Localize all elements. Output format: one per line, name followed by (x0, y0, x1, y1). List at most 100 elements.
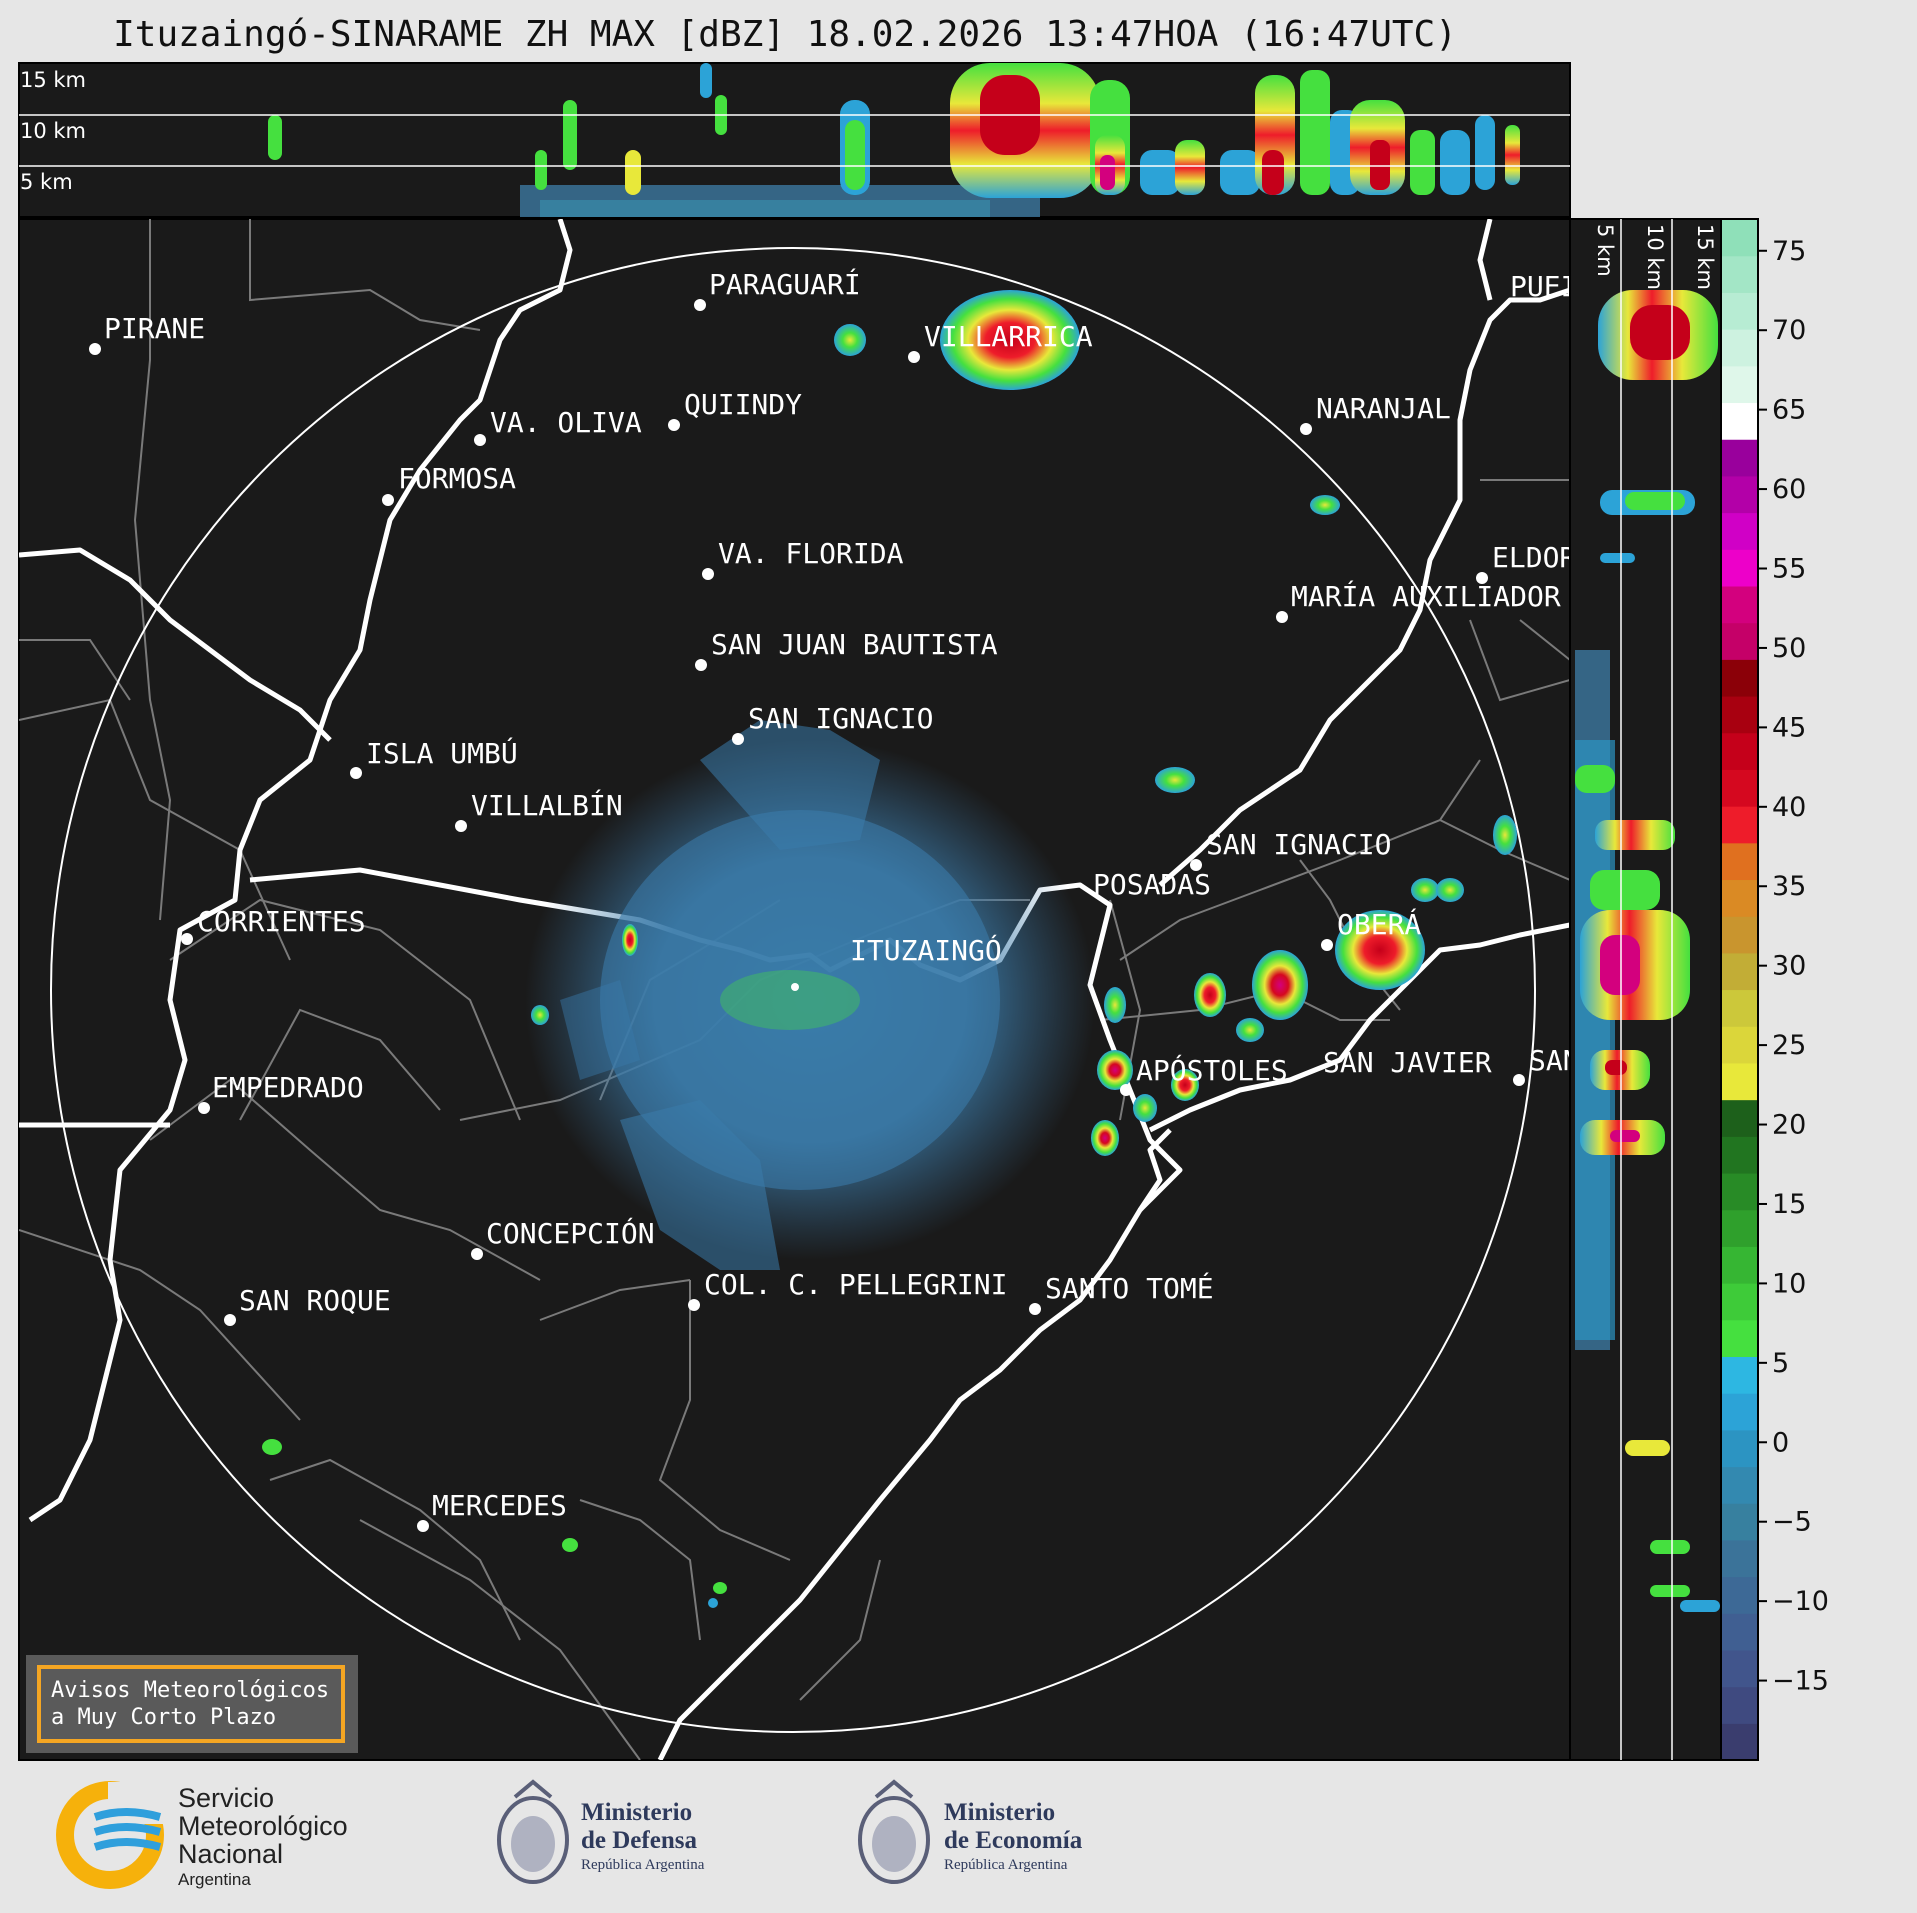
colorbar-band (1721, 916, 1758, 954)
city-marker (702, 568, 714, 580)
colorbar-band (1721, 1356, 1758, 1394)
colorbar-band (1721, 1062, 1758, 1101)
city-label: COL. C. PELLEGRINI (704, 1268, 1007, 1301)
colorbar-tick-label: −5 (1772, 1507, 1812, 1538)
city-label: VA. FLORIDA (718, 537, 904, 570)
colorbar-band (1721, 549, 1758, 587)
colorbar-band (1721, 1429, 1758, 1468)
city-label: VILLALBÍN (471, 788, 623, 822)
city-label: FORMOSA (398, 462, 516, 495)
city-label: MERCEDES (432, 1489, 567, 1522)
colorbar-tick-label: 10 (1772, 1268, 1806, 1299)
economia-logo: Ministerio de Economía República Argenti… (858, 1779, 1083, 1884)
smn-logo: Servicio Meteorológico Nacional Argentin… (56, 1781, 348, 1889)
city-marker (89, 343, 101, 355)
city-label: OBERÁ (1337, 907, 1421, 941)
city-label: SAN JUAN BAUTISTA (711, 628, 998, 661)
colorbar-band (1721, 475, 1758, 514)
city-label: ELDOR (1492, 541, 1576, 574)
city-label: APÓSTOLES (1136, 1053, 1288, 1087)
city-label: PIRANE (104, 312, 205, 345)
city-label: SANTO TOMÉ (1045, 1271, 1214, 1305)
colorbar-tick-label: 30 (1772, 951, 1806, 982)
colorbar-band (1721, 622, 1758, 660)
colorbar-band (1721, 806, 1758, 844)
city-marker (1321, 939, 1333, 951)
city-marker (474, 434, 486, 446)
right-height-label-5: 5 km (1593, 224, 1617, 277)
city-marker (732, 733, 744, 745)
colorbar-band (1721, 1539, 1758, 1578)
city-labels: PIRANE PARAGUARÍ VILLARRICA QUIINDY VA. … (89, 267, 1580, 1532)
warning-box-line2: a Muy Corto Plazo (51, 1705, 276, 1730)
colorbar-band (1721, 952, 1758, 991)
colorbar-frame (1720, 218, 1759, 1761)
top-echoes (268, 63, 1520, 217)
city-label: SAN ROQUE (239, 1284, 391, 1317)
right-height-label-15: 15 km (1693, 224, 1717, 290)
page-title: Ituzaingó-SINARAME ZH MAX [dBZ] 18.02.20… (113, 14, 1457, 55)
city-marker (1513, 1074, 1525, 1086)
colorbar-band (1721, 1136, 1758, 1174)
colorbar-tick-label: −15 (1772, 1666, 1829, 1697)
colorbar-band (1721, 1649, 1758, 1688)
colorbar-tick-label: 55 (1772, 554, 1806, 585)
city-label: VILLARRICA (924, 320, 1093, 353)
city-marker (1276, 611, 1288, 623)
defensa-line3: República Argentina (581, 1857, 705, 1873)
colorbar-tick-label: 70 (1772, 315, 1806, 346)
colorbar-band (1721, 1026, 1758, 1064)
city-marker (471, 1248, 483, 1260)
city-label: VA. OLIVA (490, 406, 642, 439)
defensa-line1: Ministerio (581, 1799, 692, 1826)
right-echoes (1575, 290, 1720, 1612)
colorbar-band (1721, 1172, 1758, 1211)
colorbar-tick-label: 35 (1772, 871, 1806, 902)
colorbar-band (1721, 402, 1758, 440)
colorbar-band (1721, 769, 1758, 807)
top-cross-section: 15 km 10 km 5 km (18, 62, 1571, 218)
city-label: SAN IGNACIO (1206, 828, 1391, 861)
city-marker (688, 1299, 700, 1311)
colorbar-band (1721, 1393, 1758, 1431)
smn-line4: Argentina (178, 1870, 251, 1889)
colorbar-band (1721, 329, 1758, 367)
warning-box-border (37, 1665, 345, 1743)
colorbar-band (1721, 255, 1758, 293)
economia-line3: República Argentina (944, 1857, 1068, 1873)
colorbar-band (1721, 292, 1758, 330)
coat-of-arms-icon (858, 1796, 930, 1884)
footer-logos-svg: Servicio Meteorológico Nacional Argentin… (56, 1779, 1083, 1889)
colorbar-band (1721, 879, 1758, 917)
colorbar-tick-label: 15 (1772, 1189, 1806, 1220)
city-label: POSADAS (1093, 868, 1211, 901)
colorbar-band (1721, 1613, 1758, 1651)
colorbar-band (1721, 1576, 1758, 1614)
smn-line2: Meteorológico (178, 1811, 348, 1841)
city-marker (417, 1520, 429, 1532)
defensa-logo: Ministerio de Defensa República Argentin… (497, 1779, 705, 1884)
storm-cells (262, 290, 1517, 1608)
colorbar-tick-label: 45 (1772, 712, 1806, 743)
radar-site-label: ITUZAINGÓ (850, 933, 1002, 967)
colorbar-band (1721, 512, 1758, 550)
city-label: NARANJAL (1316, 392, 1451, 425)
city-marker (695, 659, 707, 671)
radar-echo-field (525, 720, 1095, 1270)
warning-box[interactable]: Avisos Meteorológicos a Muy Corto Plazo (26, 1655, 358, 1753)
right-cross-section: 5 km 10 km 15 km (1569, 218, 1722, 1761)
colorbar-tick-label: 50 (1772, 633, 1806, 664)
city-label: CONCEPCIÓN (486, 1216, 655, 1250)
city-label: MARÍA AUXILIADOR (1291, 579, 1561, 613)
city-marker (1476, 572, 1488, 584)
city-label: PARAGUARÍ (709, 267, 861, 301)
colorbar-band (1721, 1319, 1758, 1358)
city-label: QUIINDY (684, 388, 802, 421)
colorbar-band (1721, 695, 1758, 734)
economia-line2: de Economía (944, 1827, 1083, 1854)
city-marker (1300, 423, 1312, 435)
city-marker (455, 820, 467, 832)
city-marker (181, 933, 193, 945)
colorbar-band (1721, 219, 1758, 257)
colorbar-tick-label: 40 (1772, 792, 1806, 823)
